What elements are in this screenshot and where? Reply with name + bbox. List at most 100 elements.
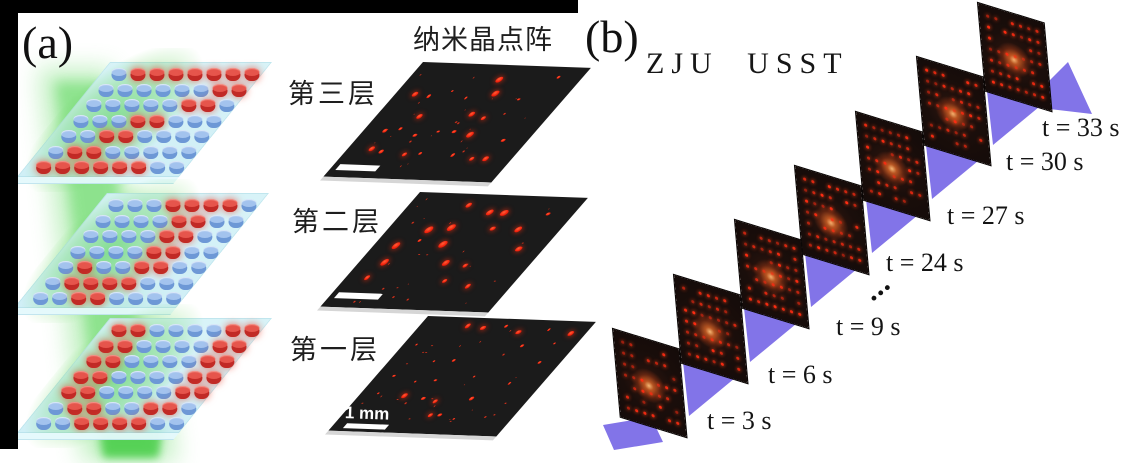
blue-nanocrystal: [58, 261, 74, 274]
lattice-dot: [888, 130, 893, 135]
emission-spot: [422, 225, 436, 234]
lattice-dot: [1007, 74, 1011, 79]
lattice-dot: [643, 411, 647, 416]
lattice-dot: [794, 279, 799, 284]
emission-spot: [440, 260, 452, 266]
lattice-dot: [699, 301, 703, 307]
lattice-dot: [833, 250, 838, 255]
red-nanocrystal: [149, 68, 165, 81]
lattice-dot: [1037, 62, 1042, 67]
emission-spot: [516, 98, 521, 101]
lattice-dot: [735, 356, 740, 361]
blue-nanocrystal: [121, 230, 137, 243]
lattice-dot: [658, 405, 663, 410]
blue-nanocrystal: [48, 145, 64, 159]
lattice-dot: [1036, 40, 1040, 45]
blue-nanocrystal: [136, 339, 152, 353]
emission-speck: [404, 402, 408, 404]
lattice-dot: [998, 71, 1003, 76]
blue-nanocrystal: [70, 245, 86, 259]
lattice-dot: [775, 241, 780, 246]
blue-nanocrystal: [143, 355, 159, 368]
lattice-dot: [869, 188, 874, 194]
emission-spot: [432, 360, 437, 363]
lattice-dot: [1027, 37, 1032, 43]
red-nanocrystal: [168, 68, 184, 81]
emission-speck: [464, 109, 467, 111]
red-nanocrystal: [102, 276, 118, 290]
lattice-dot: [993, 16, 998, 21]
lattice-dot: [1031, 81, 1036, 87]
blue-nanocrystal: [162, 145, 178, 159]
layer-3-label: 第三层: [288, 79, 378, 109]
lattice-dot: [691, 310, 696, 315]
timelapse-frame-6: [917, 57, 991, 166]
blue-nanocrystal: [149, 370, 165, 384]
blue-nanocrystal: [203, 245, 219, 259]
lattice-dot: [622, 362, 627, 367]
emission-spot: [436, 241, 449, 248]
blue-nanocrystal: [124, 99, 140, 112]
emission-spot: [467, 156, 476, 162]
blue-nanocrystal: [95, 214, 111, 228]
emission-speck: [395, 399, 399, 401]
blue-nanocrystal: [159, 276, 175, 290]
blue-nanocrystal: [174, 83, 190, 97]
lattice-dot: [808, 232, 812, 237]
lattice-dot: [780, 296, 784, 301]
lattice-dot: [967, 92, 971, 97]
lattice-dot: [795, 290, 800, 295]
lattice-dot: [845, 200, 849, 206]
lattice-dot: [803, 177, 807, 182]
red-nanocrystal: [159, 230, 175, 243]
emission-spot: [468, 396, 475, 401]
emission-speck: [418, 253, 421, 256]
red-nanocrystal: [118, 130, 134, 143]
lattice-dot: [934, 82, 938, 87]
lattice-dot: [935, 93, 939, 98]
red-nanocrystal: [184, 199, 200, 212]
emission-speck: [433, 405, 436, 407]
emission-spot: [420, 396, 427, 401]
lattice-dot: [908, 168, 912, 173]
lattice-dot: [927, 101, 932, 106]
blue-nanocrystal: [137, 386, 153, 399]
emission-speck: [468, 128, 472, 130]
emission-spot: [389, 242, 402, 249]
emission-spot: [449, 153, 456, 157]
emission-spot: [546, 328, 552, 332]
lattice-dot: [1026, 26, 1031, 32]
lattice-dot: [673, 388, 677, 393]
lattice-dot: [707, 304, 711, 309]
emission-speck: [502, 354, 505, 356]
lattice-dot: [926, 90, 931, 95]
lattice-dot: [744, 253, 749, 258]
center-emission-glow: [630, 363, 668, 409]
emission-spot: [450, 358, 458, 363]
emission-speck: [509, 330, 512, 332]
emission-speck: [424, 351, 428, 354]
lattice-dot: [938, 126, 942, 131]
top-crop-bar: [0, 0, 578, 13]
lattice-dot: [690, 299, 695, 304]
blue-nanocrystal: [150, 417, 166, 430]
blue-nanocrystal: [193, 83, 209, 97]
blue-nanocrystal: [149, 324, 165, 337]
red-nanocrystal: [134, 261, 150, 274]
lattice-dot: [806, 210, 810, 215]
emission-spot: [503, 325, 509, 328]
lattice-dot: [1007, 85, 1012, 90]
lattice-dot: [791, 246, 796, 251]
blue-nanocrystal: [178, 276, 194, 290]
red-nanocrystal: [86, 401, 102, 415]
emission-speck: [457, 122, 460, 124]
blue-nanocrystal: [155, 83, 171, 97]
time-label-1: t = 3 s: [707, 406, 772, 435]
lattice-dot: [706, 293, 710, 298]
layer-3-pattern-Z: [0, 48, 273, 192]
red-nanocrystal: [130, 68, 146, 81]
lattice-dot: [881, 138, 886, 144]
blue-nanocrystal: [187, 114, 203, 128]
lattice-dot: [898, 154, 903, 160]
